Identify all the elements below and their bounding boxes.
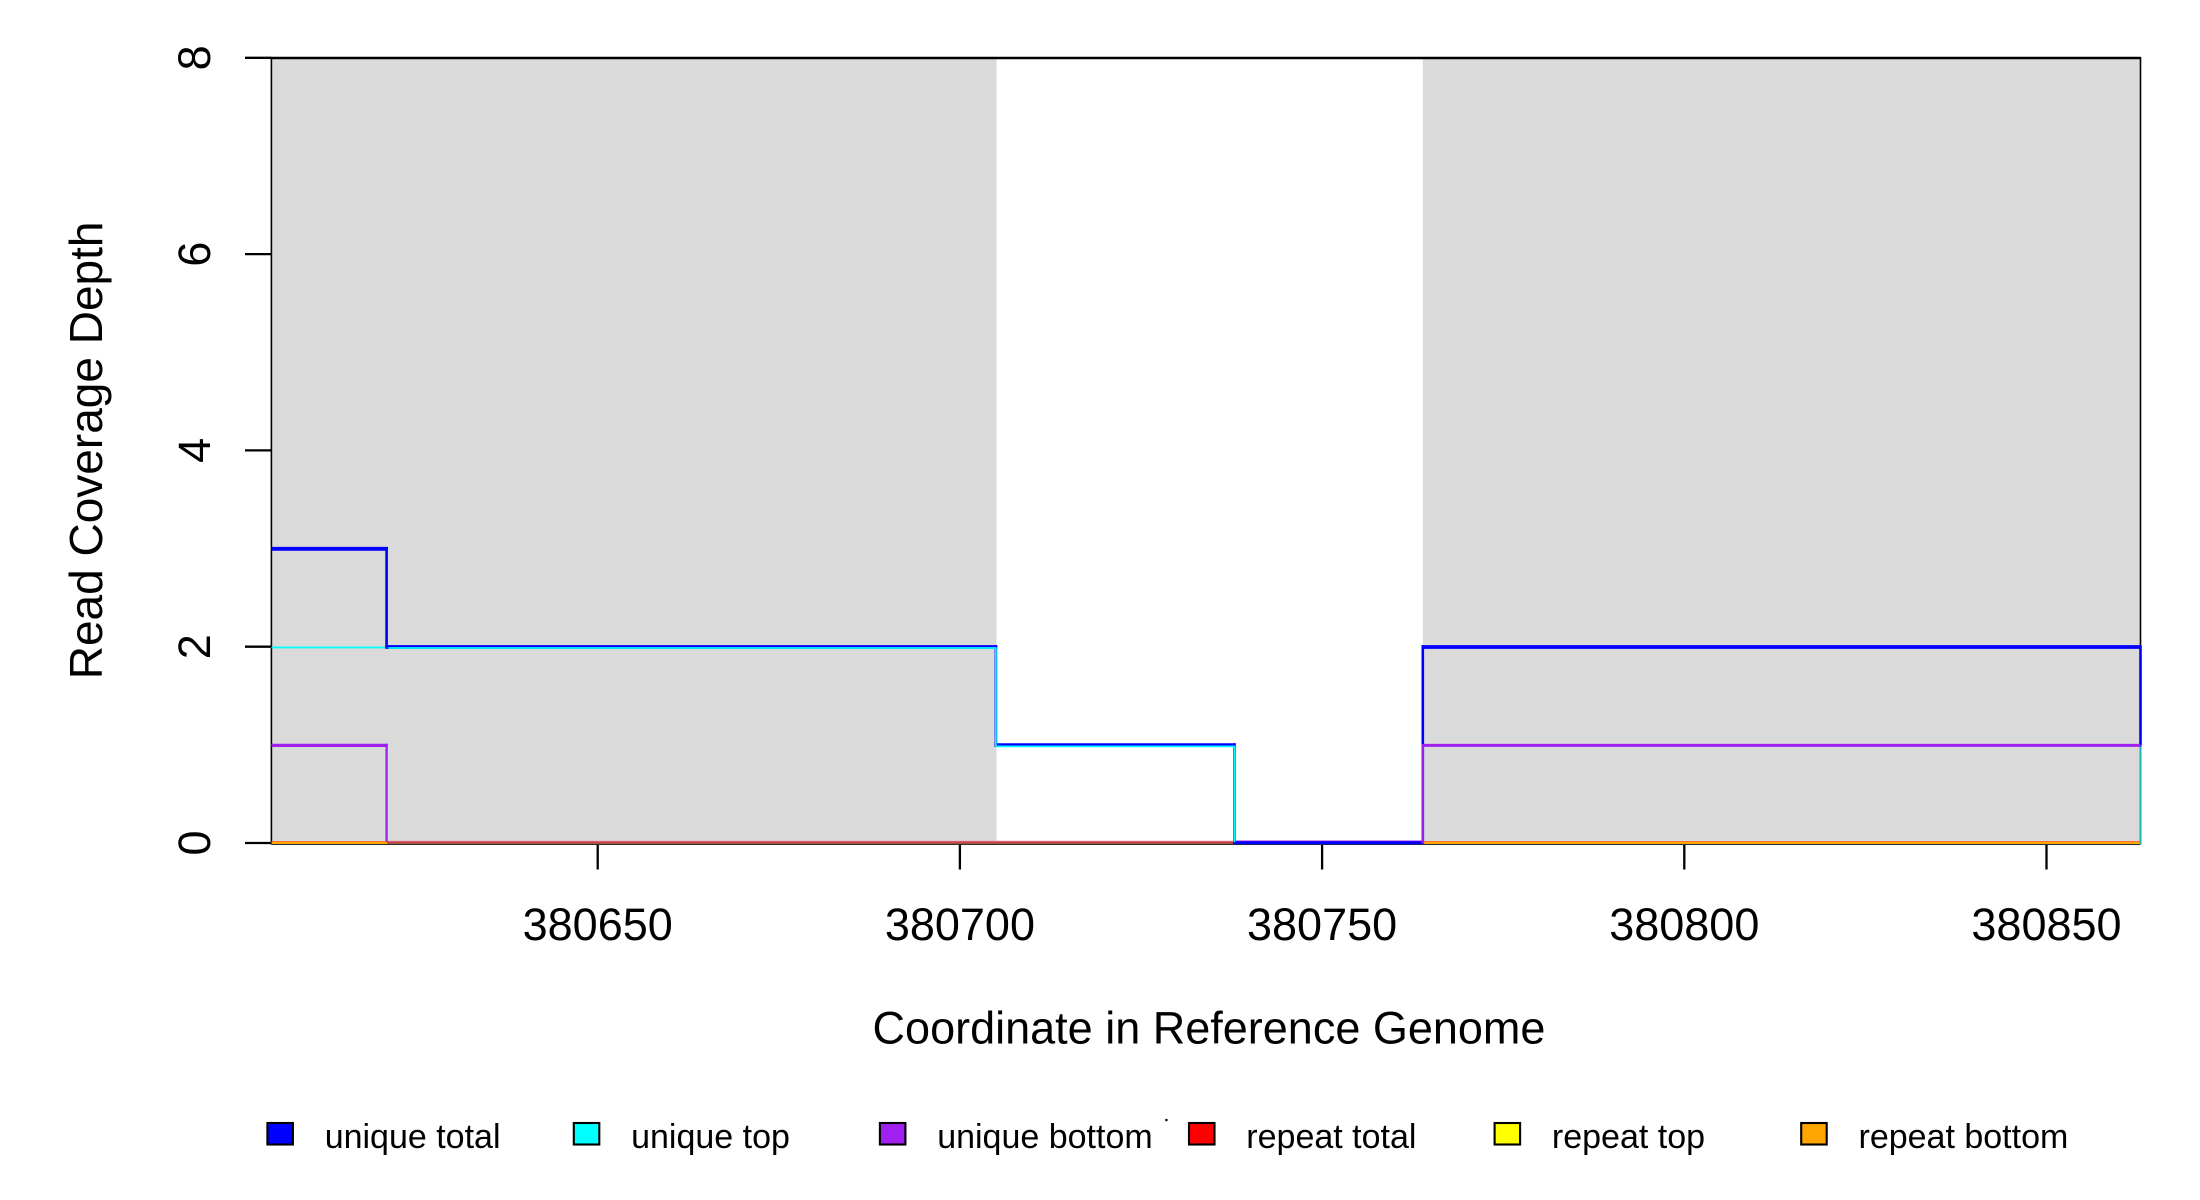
svg-text:unique bottom: unique bottom [937, 1118, 1152, 1156]
svg-text:2: 2 [169, 634, 220, 659]
svg-text:8: 8 [169, 45, 220, 70]
svg-text:unique total: unique total [325, 1118, 501, 1156]
svg-text:380700: 380700 [885, 899, 1035, 950]
svg-text:6: 6 [169, 242, 220, 267]
svg-text:380850: 380850 [1971, 899, 2121, 950]
svg-text:4: 4 [169, 438, 220, 463]
svg-text:0: 0 [169, 830, 220, 855]
svg-text:380750: 380750 [1247, 899, 1397, 950]
svg-text:repeat bottom: repeat bottom [1859, 1118, 2069, 1156]
svg-text:repeat top: repeat top [1552, 1118, 1705, 1156]
svg-text:380650: 380650 [523, 899, 673, 950]
svg-text:Coordinate in Reference Genome: Coordinate in Reference Genome [873, 1003, 1546, 1054]
svg-text:repeat total: repeat total [1246, 1118, 1416, 1156]
svg-text:unique top: unique top [631, 1118, 790, 1156]
svg-text:Read Coverage Depth: Read Coverage Depth [60, 222, 112, 680]
svg-text:380800: 380800 [1609, 899, 1759, 950]
